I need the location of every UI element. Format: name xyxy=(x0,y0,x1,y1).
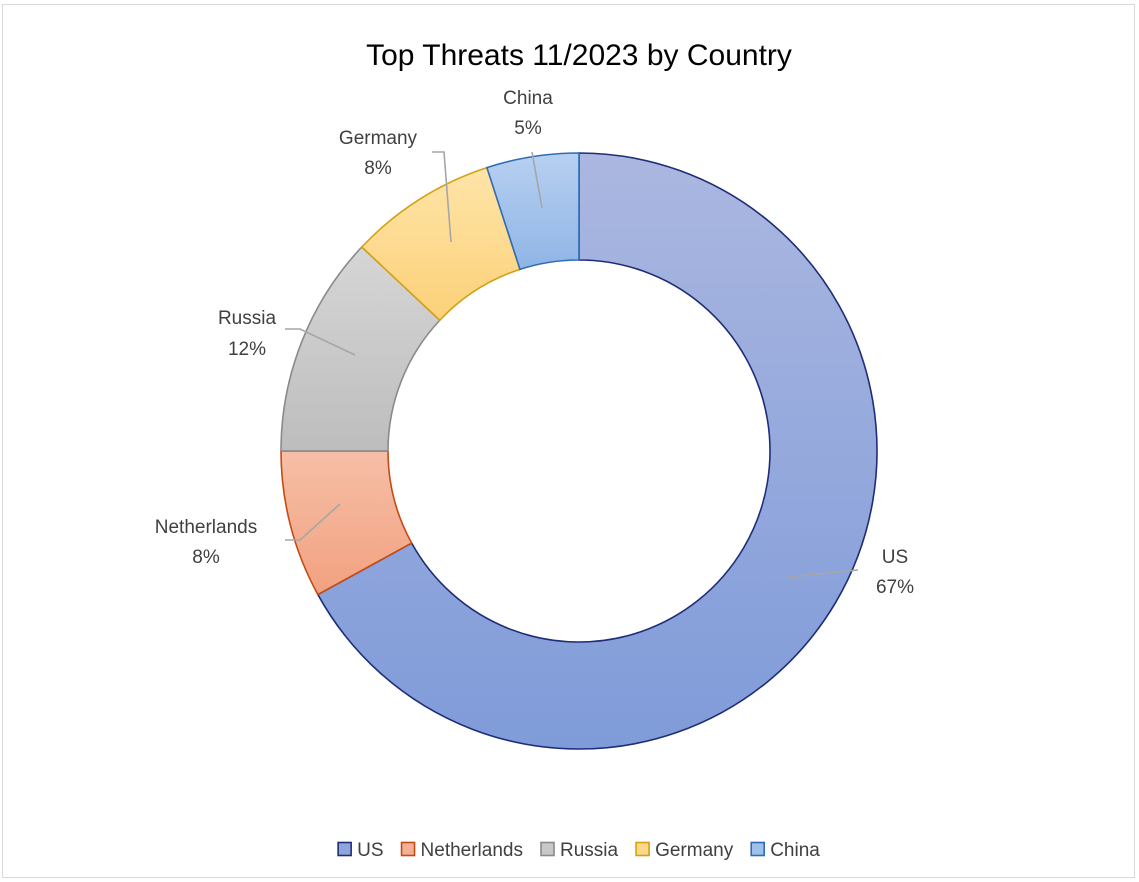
legend-swatch-russia xyxy=(540,841,555,857)
data-label-name-us: US xyxy=(882,547,908,568)
legend-label-netherlands: Netherlands xyxy=(421,840,523,861)
slice-china xyxy=(485,152,580,271)
data-labels: US 67% Netherlands 8% Russia 12% Germany 8% Chin… xyxy=(155,88,914,598)
data-label-name-netherlands: Netherlands xyxy=(155,517,257,538)
legend-swatch-china xyxy=(750,841,766,857)
legend-label-germany: Germany xyxy=(655,840,734,861)
chart-title: Top Threats 11/2023 by Country xyxy=(366,39,792,72)
data-label-name-china: China xyxy=(503,88,553,109)
leader-line-russia xyxy=(285,328,356,356)
legend-label-russia: Russia xyxy=(560,840,619,861)
leader-line-netherlands xyxy=(285,503,341,541)
legend-label-china: China xyxy=(770,840,820,861)
data-label-value-russia: 12% xyxy=(228,339,266,360)
data-label-value-netherlands: 8% xyxy=(192,547,220,568)
leader-line-germany xyxy=(432,151,452,243)
slice-us xyxy=(316,152,878,750)
leader-line-us xyxy=(787,569,859,578)
data-label-value-us: 67% xyxy=(876,577,914,598)
legend-swatch-germany xyxy=(635,841,650,857)
legend: US Netherlands Russia Germany China xyxy=(337,840,820,861)
legend-swatch-netherlands xyxy=(400,841,416,857)
data-label-value-china: 5% xyxy=(514,118,542,139)
leader-line-china xyxy=(531,151,543,209)
legend-swatch-us xyxy=(337,841,352,857)
data-label-name-russia: Russia xyxy=(218,308,277,329)
legend-label-us: US xyxy=(357,840,383,861)
data-label-name-germany: Germany xyxy=(339,128,418,149)
data-label-value-germany: 8% xyxy=(364,158,392,179)
leader-lines xyxy=(285,151,859,578)
donut-slices xyxy=(280,152,878,750)
